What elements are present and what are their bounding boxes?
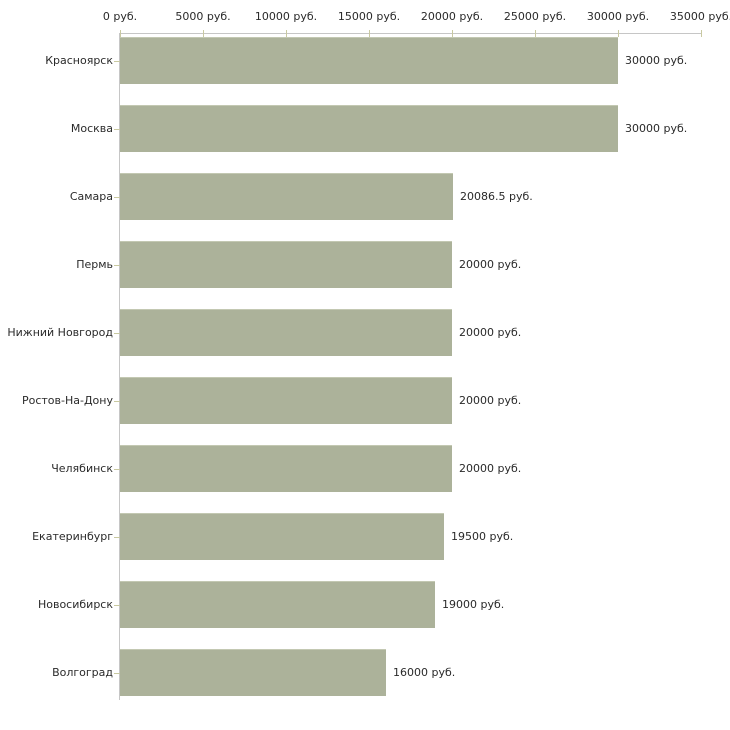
value-label: 30000 руб. bbox=[625, 122, 688, 135]
bar bbox=[120, 377, 452, 424]
value-label: 20000 руб. bbox=[459, 258, 522, 271]
category-tick-mark bbox=[114, 401, 120, 402]
category-tick-mark bbox=[114, 61, 120, 62]
x-tick-mark bbox=[618, 30, 619, 37]
bar bbox=[120, 513, 444, 560]
value-label: 19500 руб. bbox=[451, 530, 514, 543]
x-tick-mark bbox=[701, 30, 702, 37]
bar bbox=[120, 445, 452, 492]
bar bbox=[120, 241, 452, 288]
x-tick-mark bbox=[203, 30, 204, 37]
category-tick-mark bbox=[114, 469, 120, 470]
x-tick-label: 25000 руб. bbox=[503, 10, 567, 23]
x-tick-mark bbox=[535, 30, 536, 37]
x-axis-line bbox=[119, 33, 702, 34]
category-label: Волгоград bbox=[52, 666, 113, 679]
x-tick-label: 5000 руб. bbox=[175, 10, 231, 23]
category-tick-mark bbox=[114, 197, 120, 198]
category-tick-mark bbox=[114, 265, 120, 266]
value-label: 30000 руб. bbox=[625, 54, 688, 67]
category-tick-mark bbox=[114, 605, 120, 606]
value-label: 16000 руб. bbox=[393, 666, 456, 679]
value-label: 20000 руб. bbox=[459, 462, 522, 475]
category-label: Самара bbox=[69, 190, 113, 203]
category-tick-mark bbox=[114, 673, 120, 674]
bar bbox=[120, 37, 618, 84]
category-tick-mark bbox=[114, 333, 120, 334]
bar bbox=[120, 173, 453, 220]
x-tick-mark bbox=[452, 30, 453, 37]
y-axis-line bbox=[119, 33, 120, 700]
x-tick-label: 10000 руб. bbox=[254, 10, 318, 23]
value-label: 20086.5 руб. bbox=[460, 190, 533, 203]
value-label: 20000 руб. bbox=[459, 326, 522, 339]
x-tick-mark bbox=[286, 30, 287, 37]
x-tick-label: 30000 руб. bbox=[586, 10, 650, 23]
x-tick-mark bbox=[120, 30, 121, 37]
bar bbox=[120, 649, 386, 696]
category-tick-mark bbox=[114, 129, 120, 130]
category-label: Красноярск bbox=[45, 54, 113, 67]
x-tick-mark bbox=[369, 30, 370, 37]
category-tick-mark bbox=[114, 537, 120, 538]
category-label: Екатеринбург bbox=[32, 530, 113, 543]
x-tick-label: 0 руб. bbox=[102, 10, 138, 23]
bar bbox=[120, 581, 435, 628]
category-label: Челябинск bbox=[51, 462, 113, 475]
bar bbox=[120, 309, 452, 356]
value-label: 19000 руб. bbox=[442, 598, 505, 611]
x-tick-label: 35000 руб. bbox=[669, 10, 730, 23]
value-label: 20000 руб. bbox=[459, 394, 522, 407]
category-label: Москва bbox=[70, 122, 113, 135]
category-label: Нижний Новгород bbox=[7, 326, 113, 339]
category-label: Ростов-На-Дону bbox=[21, 394, 113, 407]
x-tick-label: 15000 руб. bbox=[337, 10, 401, 23]
category-label: Пермь bbox=[76, 258, 113, 271]
category-label: Новосибирск bbox=[37, 598, 113, 611]
bar bbox=[120, 105, 618, 152]
x-tick-label: 20000 руб. bbox=[420, 10, 484, 23]
